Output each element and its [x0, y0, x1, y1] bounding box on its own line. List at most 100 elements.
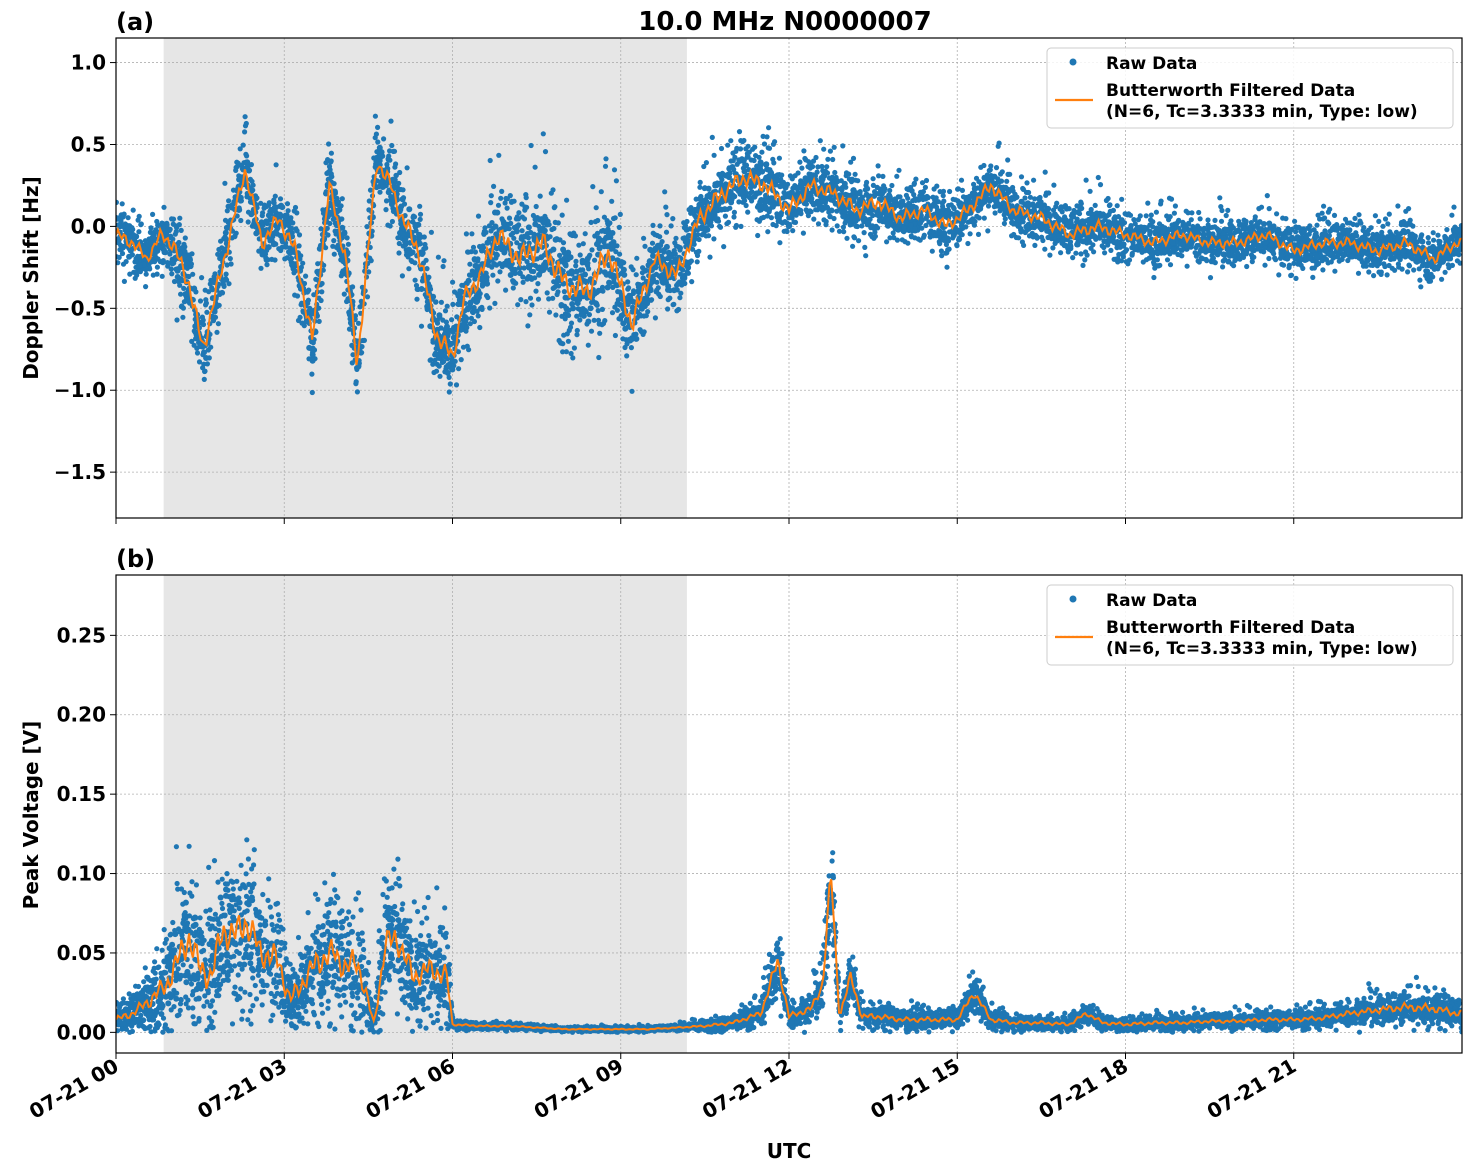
raw-data-point — [742, 198, 748, 204]
raw-data-point — [511, 198, 517, 204]
raw-data-point — [1326, 220, 1332, 227]
raw-data-point — [971, 185, 978, 192]
raw-data-point — [1167, 262, 1174, 268]
raw-data-point — [487, 157, 493, 164]
raw-data-point — [756, 154, 762, 160]
raw-data-point — [381, 136, 387, 142]
raw-data-point — [374, 149, 380, 155]
raw-data-point — [671, 301, 677, 307]
raw-data-point — [981, 162, 987, 169]
raw-data-point — [1298, 234, 1305, 241]
raw-data-point — [655, 285, 661, 291]
raw-data-point — [841, 229, 847, 235]
raw-data-point — [546, 309, 553, 315]
raw-data-point — [591, 317, 597, 323]
raw-data-point — [919, 225, 925, 231]
raw-data-point — [683, 238, 690, 245]
raw-data-point — [613, 178, 620, 184]
raw-data-point — [931, 211, 938, 218]
raw-data-point — [1427, 278, 1434, 284]
raw-data-point — [127, 271, 133, 277]
raw-data-point — [736, 199, 742, 205]
raw-data-point — [1293, 275, 1299, 281]
raw-data-point — [745, 143, 751, 149]
raw-data-point — [872, 233, 879, 239]
raw-data-point — [397, 169, 403, 176]
raw-data-point — [1372, 213, 1378, 219]
raw-data-point — [1171, 210, 1177, 216]
raw-data-point — [432, 350, 439, 357]
raw-data-point — [725, 142, 731, 148]
raw-data-point — [1426, 247, 1433, 254]
raw-data-point — [1243, 218, 1249, 224]
raw-data-point — [1251, 254, 1257, 260]
raw-data-point — [1289, 234, 1295, 241]
raw-data-point — [523, 299, 529, 305]
raw-data-point — [169, 271, 175, 277]
raw-data-point — [535, 265, 542, 272]
raw-data-point — [400, 187, 406, 193]
raw-data-point — [629, 388, 635, 394]
raw-data-point — [468, 249, 474, 255]
raw-data-point — [1032, 196, 1038, 202]
raw-data-point — [1218, 204, 1224, 210]
raw-data-point — [884, 239, 890, 245]
raw-data-point — [859, 194, 866, 200]
raw-data-point — [435, 254, 441, 260]
raw-data-point — [663, 204, 669, 210]
raw-data-point — [1118, 217, 1125, 224]
raw-data-point — [671, 287, 678, 294]
raw-data-point — [123, 259, 129, 265]
raw-data-point — [920, 189, 927, 195]
raw-data-point — [197, 298, 204, 304]
raw-data-point — [426, 274, 432, 280]
raw-data-point — [260, 249, 267, 256]
raw-data-point — [1396, 254, 1403, 261]
raw-data-point — [828, 207, 835, 214]
raw-data-point — [487, 305, 493, 311]
raw-data-point — [1430, 230, 1436, 236]
raw-data-point — [511, 235, 517, 241]
raw-data-point — [552, 236, 559, 243]
raw-data-point — [1189, 210, 1195, 216]
raw-data-point — [813, 154, 819, 161]
raw-data-point — [1296, 224, 1302, 230]
raw-data-point — [309, 389, 315, 396]
raw-data-point — [119, 250, 126, 257]
raw-data-point — [596, 354, 602, 361]
raw-data-point — [331, 251, 337, 257]
raw-data-point — [694, 252, 701, 259]
raw-data-point — [523, 195, 529, 201]
raw-data-point — [1289, 226, 1295, 232]
raw-data-point — [600, 288, 606, 294]
raw-data-point — [234, 213, 240, 219]
raw-data-point — [1449, 262, 1455, 268]
raw-data-point — [1328, 259, 1334, 265]
raw-data-point — [657, 223, 663, 229]
raw-data-point — [580, 241, 586, 247]
raw-data-point — [863, 253, 869, 259]
figure-title: 10.0 MHz N0000007 — [638, 7, 931, 37]
raw-data-point — [380, 183, 386, 190]
raw-data-point — [818, 178, 825, 185]
raw-data-point — [174, 267, 181, 274]
raw-data-point — [1358, 220, 1364, 226]
raw-data-point — [445, 362, 452, 369]
raw-data-point — [1026, 189, 1032, 196]
raw-data-point — [999, 169, 1005, 175]
raw-data-point — [1016, 235, 1022, 241]
raw-data-point — [282, 243, 289, 250]
raw-data-point — [417, 211, 424, 217]
raw-data-point — [168, 266, 174, 272]
raw-data-point — [1266, 255, 1272, 262]
raw-data-point — [672, 251, 678, 257]
raw-data-point — [1233, 228, 1240, 235]
raw-data-point — [808, 209, 814, 215]
raw-data-point — [546, 296, 552, 302]
raw-data-point — [170, 236, 176, 242]
raw-data-point — [285, 208, 291, 214]
raw-data-point — [391, 148, 398, 154]
raw-data-point — [515, 302, 521, 308]
raw-data-point — [311, 347, 318, 353]
raw-data-point — [507, 272, 514, 278]
